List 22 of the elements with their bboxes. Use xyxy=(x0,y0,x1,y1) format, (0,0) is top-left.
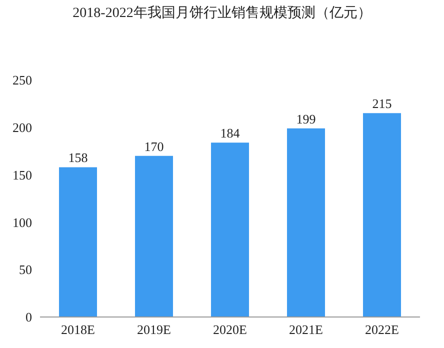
y-tick-label: 50 xyxy=(19,262,32,278)
bar xyxy=(135,156,173,317)
y-tick-label: 100 xyxy=(12,214,32,230)
data-label: 170 xyxy=(144,138,164,154)
bar xyxy=(287,128,325,317)
y-tick-label: 200 xyxy=(12,120,32,136)
x-tick-label: 2022E xyxy=(365,322,400,338)
x-tick-label: 2020E xyxy=(213,322,248,338)
data-label: 158 xyxy=(68,150,88,166)
bar xyxy=(363,113,401,317)
chart-title: 2018-2022年我国月饼行业销售规模预测（亿元） xyxy=(72,4,372,22)
y-tick-label: 0 xyxy=(26,310,32,325)
bar xyxy=(59,167,97,317)
x-tick-label: 2018E xyxy=(61,322,96,338)
y-tick-label: 250 xyxy=(12,72,32,88)
data-label: 184 xyxy=(220,126,240,141)
bar xyxy=(211,142,249,317)
x-tick-label: 2019E xyxy=(137,322,172,338)
x-tick-label: 2021E xyxy=(289,322,324,338)
data-label: 215 xyxy=(372,96,392,112)
y-tick-label: 150 xyxy=(12,167,32,182)
data-label: 199 xyxy=(296,111,316,126)
